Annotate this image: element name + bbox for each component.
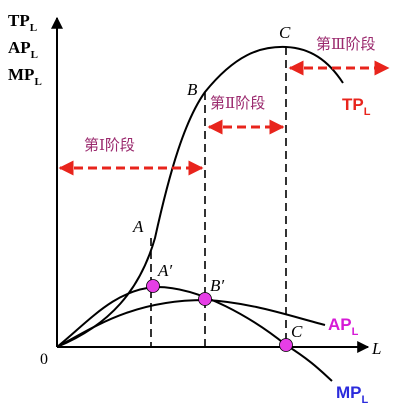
mp-curve-label: MPL xyxy=(336,383,369,406)
point-label-b: B xyxy=(187,80,198,99)
tp-curve-label: TPL xyxy=(342,95,371,118)
point-b-prime xyxy=(198,292,212,306)
key-points xyxy=(146,279,293,352)
axes xyxy=(51,16,370,353)
point-label-a: A xyxy=(132,217,144,236)
stage3-label: 第Ⅲ阶段 xyxy=(316,35,375,53)
y-axis-label-tp: TPL xyxy=(8,11,37,34)
x-axis-label: L xyxy=(371,339,381,358)
point-label-b-prime: B′ xyxy=(210,276,224,295)
stage1-label: 第Ⅰ阶段 xyxy=(84,136,135,154)
y-axis-labels: TPL APL MPL xyxy=(8,11,42,88)
point-c-prime xyxy=(279,338,293,352)
point-label-a-prime: A′ xyxy=(157,261,172,280)
stage-labels: 第Ⅰ阶段 第Ⅱ阶段 第Ⅲ阶段 xyxy=(84,35,375,154)
tp-curve xyxy=(56,45,344,348)
stage2-label: 第Ⅱ阶段 xyxy=(210,94,265,112)
curve-labels: TPL APL MPL xyxy=(328,95,371,406)
y-axis-label-mp: MPL xyxy=(8,65,42,88)
point-a-prime xyxy=(146,279,160,293)
ap-curve-label: APL xyxy=(328,315,359,338)
point-label-c: C xyxy=(279,23,291,42)
origin-label: 0 xyxy=(40,351,48,368)
point-label-c-prime: C xyxy=(291,322,303,341)
y-axis-label-ap: APL xyxy=(8,38,38,61)
point-labels: A B C A′ B′ C xyxy=(132,23,303,341)
stage-arrows xyxy=(58,60,390,176)
